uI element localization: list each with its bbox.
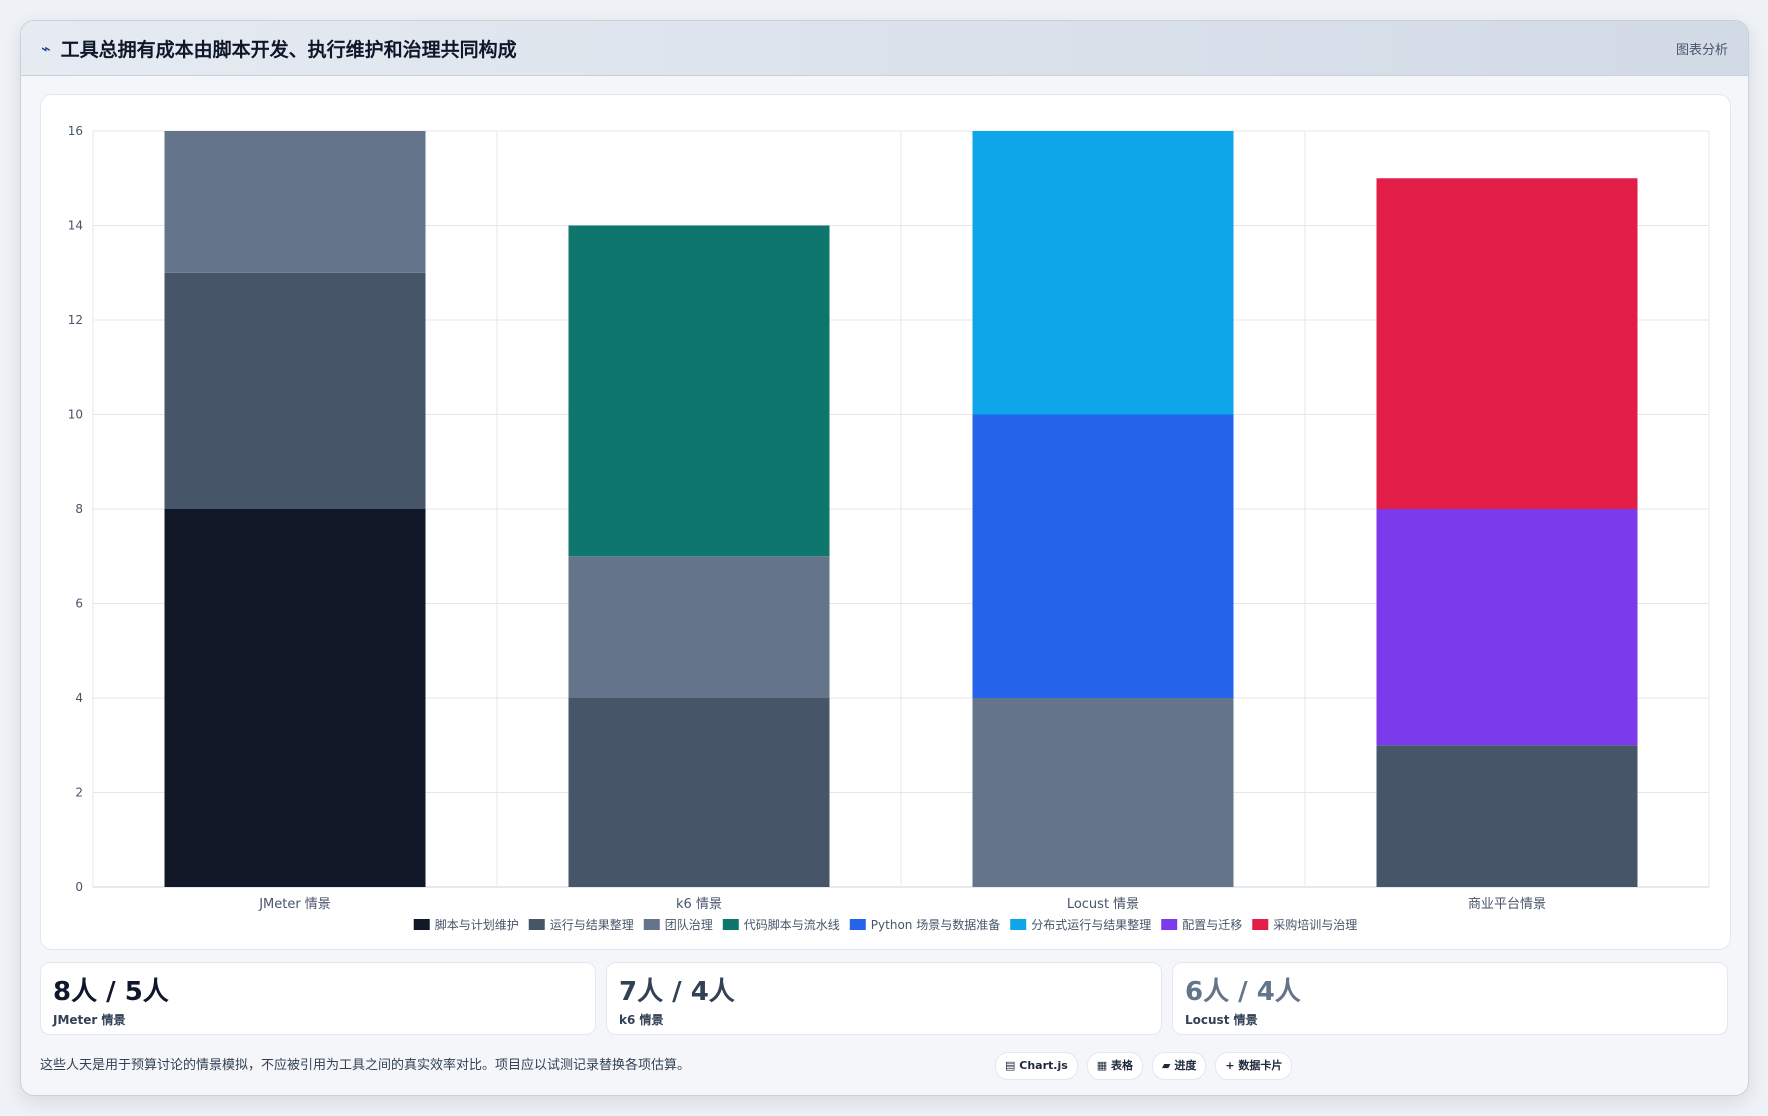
chip-label: 数据卡片 (1238, 1059, 1283, 1072)
view-chips: ▤ Chart.js ▦ 表格 ▰ 进度 + 数据卡片 (995, 1052, 1293, 1080)
bar-segment (972, 414, 1234, 698)
legend-label: 代码脚本与流水线 (744, 917, 840, 932)
chip-table[interactable]: ▦ 表格 (1086, 1052, 1144, 1080)
stat-card-jmeter: 8人 / 5人 JMeter 情景 (40, 962, 596, 1035)
chart-icon: ▤ (1005, 1059, 1016, 1072)
stat-value: 7人 / 4人 (619, 977, 735, 1007)
chip-label: 进度 (1174, 1059, 1197, 1072)
chip-progress[interactable]: ▰ 进度 (1152, 1052, 1207, 1080)
stat-label: JMeter 情景 (53, 1013, 126, 1027)
y-tick-label: 14 (68, 219, 83, 233)
stacked-bar-chart: 0 2 4 6 8 10 12 14 16 JMeter 情景 k6 情景 Locust 情景 商业平台… (68, 124, 1710, 932)
legend-swatch (722, 919, 739, 930)
legend-label: 团队治理 (665, 917, 713, 932)
bar-segment (1376, 509, 1638, 746)
bar-segment (164, 272, 426, 509)
chart-card: 0 2 4 6 8 10 12 14 16 JMeter 情景 k6 情景 Locust 情景 商业平台… (40, 94, 1731, 950)
bar-segment (568, 698, 830, 887)
x-tick-label: JMeter 情景 (258, 897, 331, 912)
legend-label: Python 场景与数据准备 (871, 917, 1000, 932)
y-tick-label: 2 (75, 786, 83, 800)
footer: 这些人天是用于预算讨论的情景模拟，不应被引用为工具之间的真实效率对比。项目应以试… (40, 1051, 1729, 1081)
legend-swatch (528, 919, 545, 930)
x-tick-label: k6 情景 (676, 897, 722, 912)
trend-icon: ⌁ (41, 38, 51, 58)
stat-card-k6: 7人 / 4人 k6 情景 (606, 962, 1162, 1035)
stat-cards: 8人 / 5人 JMeter 情景 7人 / 4人 k6 情景 6人 / 4人 … (40, 962, 1729, 1035)
chip-chartjs[interactable]: ▤ Chart.js (995, 1052, 1078, 1080)
stat-value: 6人 / 4人 (1185, 977, 1301, 1007)
bar-segment (1376, 745, 1638, 887)
bar-segment (568, 225, 830, 557)
chart-window: ⌁ 工具总拥有成本由脚本开发、执行维护和治理共同构成 图表分析 0 2 4 6 8 10 1… (20, 20, 1749, 1096)
plus-icon: + (1225, 1059, 1235, 1072)
panel-title: 工具总拥有成本由脚本开发、执行维护和治理共同构成 (60, 38, 517, 61)
disclaimer-note: 这些人天是用于预算讨论的情景模拟，不应被引用为工具之间的真实效率对比。项目应以试… (40, 1058, 691, 1073)
y-tick-label: 6 (75, 597, 83, 611)
chip-label: 表格 (1111, 1059, 1134, 1072)
bar-segment (972, 698, 1234, 887)
y-tick-label: 16 (68, 124, 83, 138)
legend-swatch (413, 919, 430, 930)
stat-label: k6 情景 (619, 1013, 664, 1027)
bar-segment (568, 556, 830, 698)
legend-label: 运行与结果整理 (550, 917, 634, 932)
progress-icon: ▰ (1162, 1059, 1171, 1072)
y-tick-label: 10 (68, 408, 83, 422)
bar-segment (164, 509, 426, 887)
legend-swatch (1010, 919, 1027, 930)
x-tick-label: Locust 情景 (1067, 897, 1139, 912)
y-tick-label: 12 (68, 313, 83, 327)
legend-swatch (643, 919, 660, 930)
legend-label: 脚本与计划维护 (435, 917, 519, 932)
stat-card-locust: 6人 / 4人 Locust 情景 (1172, 962, 1728, 1035)
stat-value: 8人 / 5人 (53, 977, 169, 1007)
bar-segment (1376, 178, 1638, 509)
legend-swatch (849, 919, 866, 930)
bar-segment (164, 131, 426, 273)
x-tick-label: 商业平台情景 (1468, 897, 1546, 912)
legend-swatch (1161, 919, 1178, 930)
legend-label: 采购培训与治理 (1273, 917, 1357, 932)
table-icon: ▦ (1096, 1059, 1108, 1072)
chip-data-card[interactable]: + 数据卡片 (1215, 1052, 1293, 1080)
y-tick-label: 0 (75, 880, 83, 894)
chart-analysis-button[interactable]: 图表分析 (1675, 42, 1728, 58)
y-tick-label: 4 (75, 691, 83, 705)
panel-header: ⌁ 工具总拥有成本由脚本开发、执行维护和治理共同构成 图表分析 (21, 21, 1748, 76)
legend-label: 分布式运行与结果整理 (1031, 917, 1151, 932)
legend-label: 配置与迁移 (1182, 918, 1242, 932)
chip-label: Chart.js (1019, 1059, 1068, 1072)
stat-label: Locust 情景 (1185, 1013, 1258, 1027)
bar-segment (972, 131, 1234, 415)
legend-swatch (1252, 919, 1269, 930)
y-tick-label: 8 (75, 502, 83, 516)
